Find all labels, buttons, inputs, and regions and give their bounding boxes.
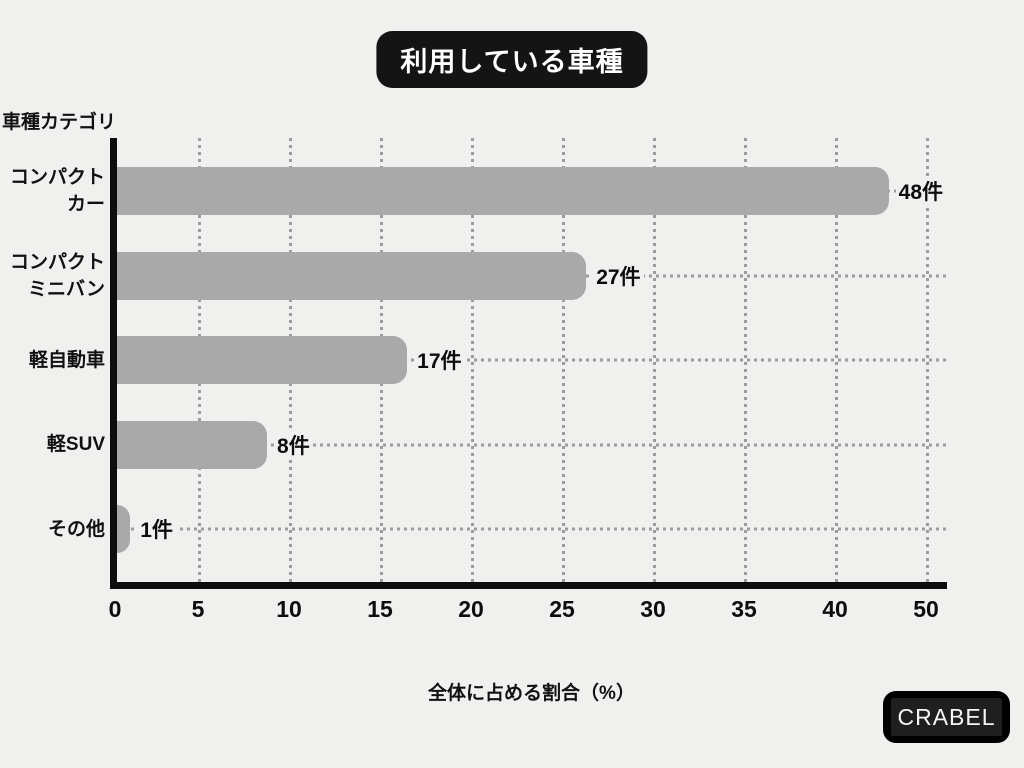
plot-area: 48件 27件 17件 8件 1件 xyxy=(117,138,946,582)
category-label-kei-car: 軽自動車 xyxy=(0,336,105,384)
chart-title: 利用している車種 xyxy=(376,31,648,88)
bar-row-other: 1件 xyxy=(117,505,946,553)
x-tick-15: 15 xyxy=(367,596,393,622)
bar-rows: 48件 27件 17件 8件 1件 xyxy=(117,138,946,582)
x-tick-35: 35 xyxy=(731,596,757,622)
y-axis-title: 車種カテゴリ xyxy=(2,112,117,133)
bar-compact-minivan xyxy=(117,251,587,300)
bar-value-label: 8件 xyxy=(274,429,313,460)
bar-kei-car xyxy=(117,336,408,384)
bar-kei-suv xyxy=(117,420,268,469)
x-tick-40: 40 xyxy=(822,596,848,622)
category-label-line: 軽SUV xyxy=(46,434,105,455)
bar-value-label: 1件 xyxy=(137,514,176,544)
crabel-logo-text: CRABEL xyxy=(897,703,996,730)
category-label-other: その他 xyxy=(0,505,105,553)
category-label-line: ミニバン xyxy=(28,278,105,300)
category-label-line: コンパクト xyxy=(9,251,105,273)
crabel-logo: CRABEL xyxy=(883,691,1010,743)
x-tick-10: 10 xyxy=(276,596,302,622)
x-tick-0: 0 xyxy=(108,596,122,622)
horizontal-gridline xyxy=(117,527,946,531)
x-axis-line xyxy=(110,582,947,589)
bar-row-kei-suv: 8件 xyxy=(117,420,946,469)
category-label-line: その他 xyxy=(47,518,105,540)
x-tick-30: 30 xyxy=(640,596,666,622)
category-label-line: 軽自動車 xyxy=(28,349,105,371)
category-label-compact-car: コンパクト カー xyxy=(0,167,105,215)
category-label-compact-minivan: コンパクト ミニバン xyxy=(0,252,105,300)
x-axis-title: 全体に占める割合（%） xyxy=(428,683,635,704)
category-label-line: カー xyxy=(66,194,105,215)
crabel-logo-inner: CRABEL xyxy=(891,698,1002,736)
x-tick-5: 5 xyxy=(191,596,205,622)
bar-value-label: 27件 xyxy=(593,260,644,291)
category-label-kei-suv: 軽SUV xyxy=(0,421,105,469)
bar-value-label: 48件 xyxy=(895,176,946,206)
bar-row-kei-car: 17件 xyxy=(117,336,946,384)
x-tick-25: 25 xyxy=(549,596,575,622)
bar-row-compact-car: 48件 xyxy=(117,167,946,215)
bar-compact-car xyxy=(117,167,889,215)
category-label-line: コンパクト xyxy=(9,167,105,188)
bar-row-compact-minivan: 27件 xyxy=(117,251,946,300)
category-axis-labels: コンパクト カー コンパクト ミニバン 軽自動車 軽SUV その他 xyxy=(0,138,105,582)
bar-other xyxy=(117,505,131,553)
y-axis-line xyxy=(110,138,117,589)
horizontal-gridline xyxy=(117,358,946,362)
x-tick-20: 20 xyxy=(458,596,484,622)
horizontal-gridline xyxy=(117,443,946,446)
x-tick-50: 50 xyxy=(913,596,939,622)
bar-value-label: 17件 xyxy=(414,345,465,375)
